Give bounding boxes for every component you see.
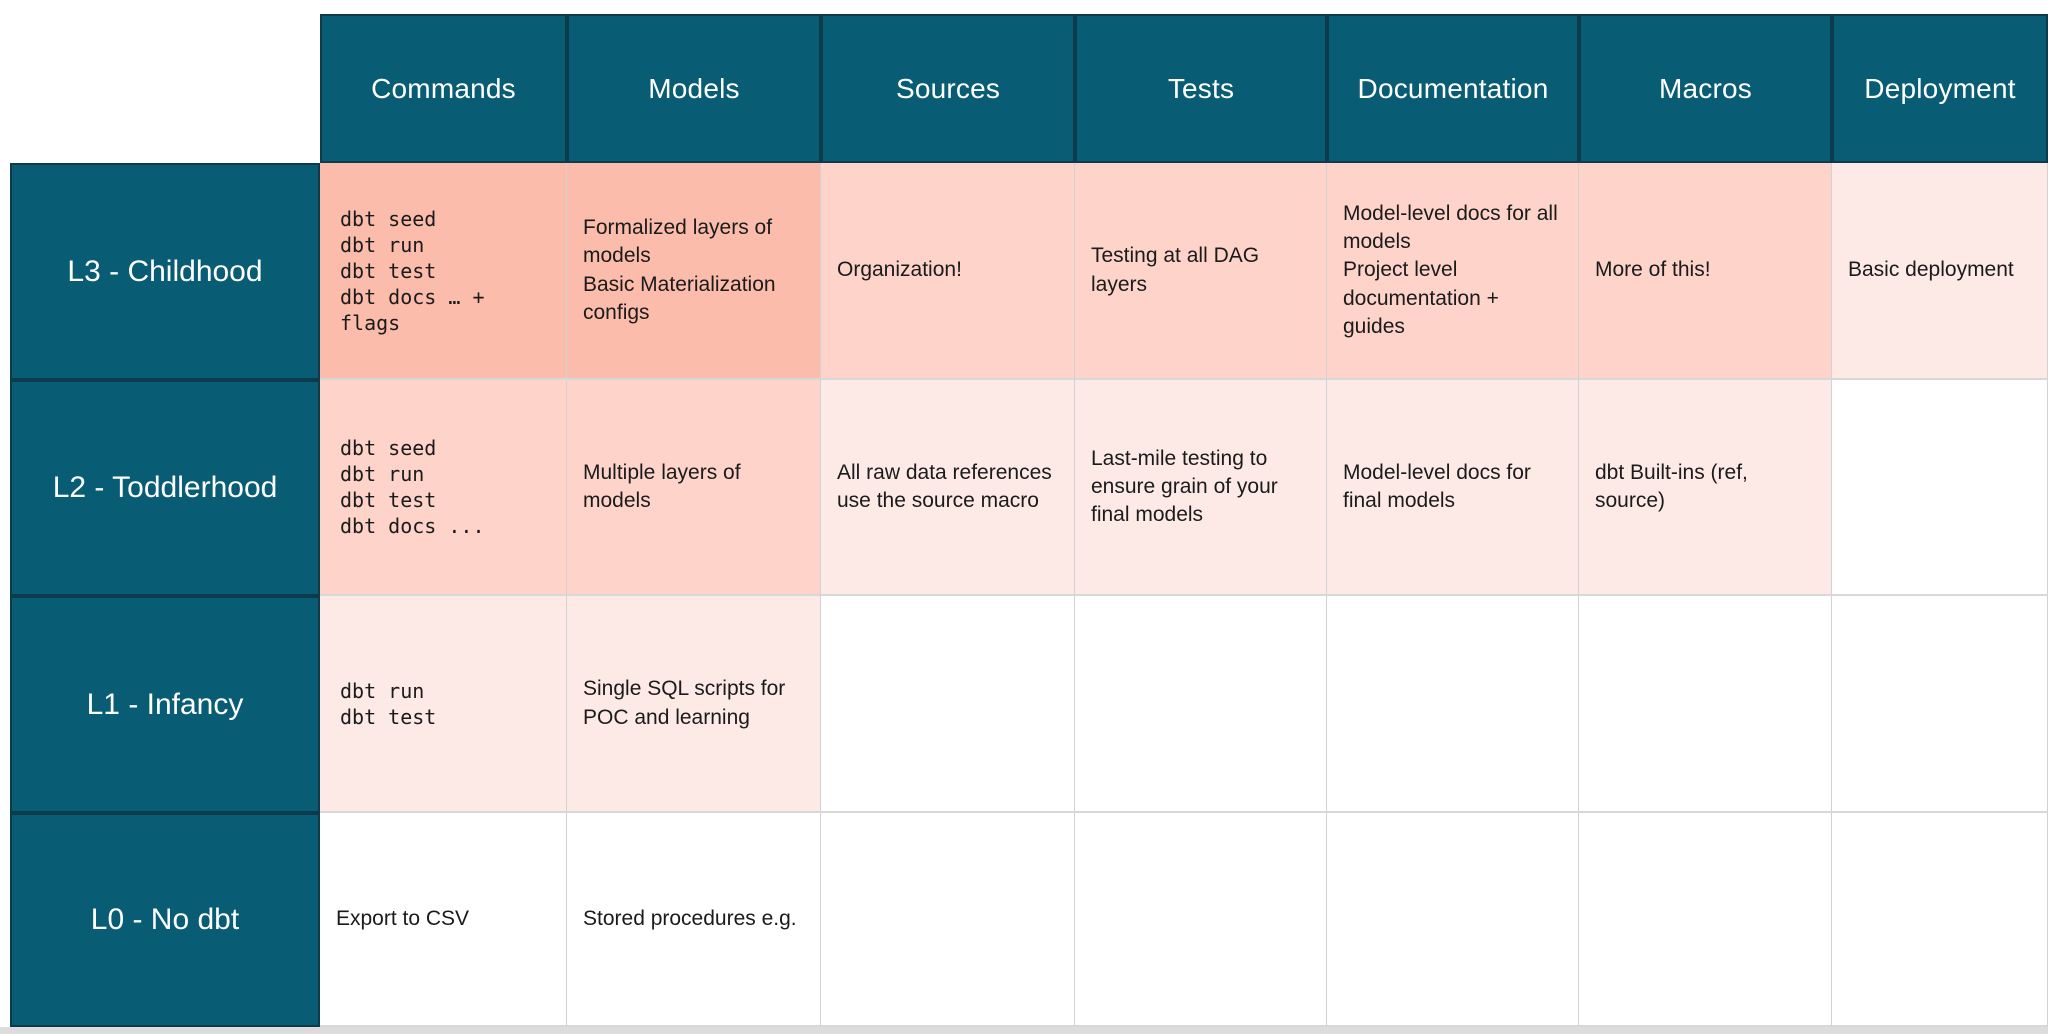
matrix-body: dbt seed dbt run dbt test dbt docs … + f… <box>320 163 2048 1027</box>
cell-l3-macros: More of this! <box>1579 163 1832 380</box>
cell-l2-models: Multiple layers of models <box>567 380 821 596</box>
cell-l2-macros: dbt Built-ins (ref, source) <box>1579 380 1832 596</box>
cell-l1-models: Single SQL scripts for POC and learning <box>567 596 821 813</box>
cell-l3-deployment: Basic deployment <box>1832 163 2048 380</box>
cell-l1-documentation <box>1327 596 1579 813</box>
cell-l2-sources: All raw data references use the source m… <box>821 380 1075 596</box>
column-header-commands: Commands <box>320 14 567 163</box>
cell-l2-commands: dbt seed dbt run dbt test dbt docs ... <box>320 380 567 596</box>
row-label-column: L3 - Childhood L2 - Toddlerhood L1 - Infan… <box>10 163 320 1027</box>
cell-l1-commands: dbt run dbt test <box>320 596 567 813</box>
cell-l0-tests <box>1075 813 1327 1027</box>
cell-l2-tests: Last-mile testing to ensure grain of you… <box>1075 380 1327 596</box>
cell-l1-tests <box>1075 596 1327 813</box>
cell-l1-deployment <box>1832 596 2048 813</box>
column-header-row: Commands Models Sources Tests Documentation M… <box>320 14 2048 163</box>
cell-l3-commands: dbt seed dbt run dbt test dbt docs … + f… <box>320 163 567 380</box>
row-label-l2-toddlerhood: L2 - Toddlerhood <box>10 380 320 596</box>
cell-l1-macros <box>1579 596 1832 813</box>
column-header-tests: Tests <box>1075 14 1327 163</box>
cell-l3-models: Formalized layers of models Basic Materi… <box>567 163 821 380</box>
column-header-macros: Macros <box>1579 14 1832 163</box>
cell-l3-sources: Organization! <box>821 163 1075 380</box>
row-label-l3-childhood: L3 - Childhood <box>10 163 320 380</box>
bottom-edge-bar <box>0 1027 2048 1034</box>
cell-l0-models: Stored procedures e.g. <box>567 813 821 1027</box>
cell-l1-sources <box>821 596 1075 813</box>
column-header-documentation: Documentation <box>1327 14 1579 163</box>
cell-l2-deployment <box>1832 380 2048 596</box>
cell-l0-macros <box>1579 813 1832 1027</box>
row-label-l0-no-dbt: L0 - No dbt <box>10 813 320 1027</box>
cell-l2-documentation: Model-level docs for final models <box>1327 380 1579 596</box>
cell-l0-documentation <box>1327 813 1579 1027</box>
column-header-models: Models <box>567 14 821 163</box>
cell-l0-deployment <box>1832 813 2048 1027</box>
cell-l0-sources <box>821 813 1075 1027</box>
column-header-deployment: Deployment <box>1832 14 2048 163</box>
column-header-sources: Sources <box>821 14 1075 163</box>
row-label-l1-infancy: L1 - Infancy <box>10 596 320 813</box>
cell-l3-tests: Testing at all DAG layers <box>1075 163 1327 380</box>
cell-l0-commands: Export to CSV <box>320 813 567 1027</box>
cell-l3-documentation: Model-level docs for all models Project … <box>1327 163 1579 380</box>
